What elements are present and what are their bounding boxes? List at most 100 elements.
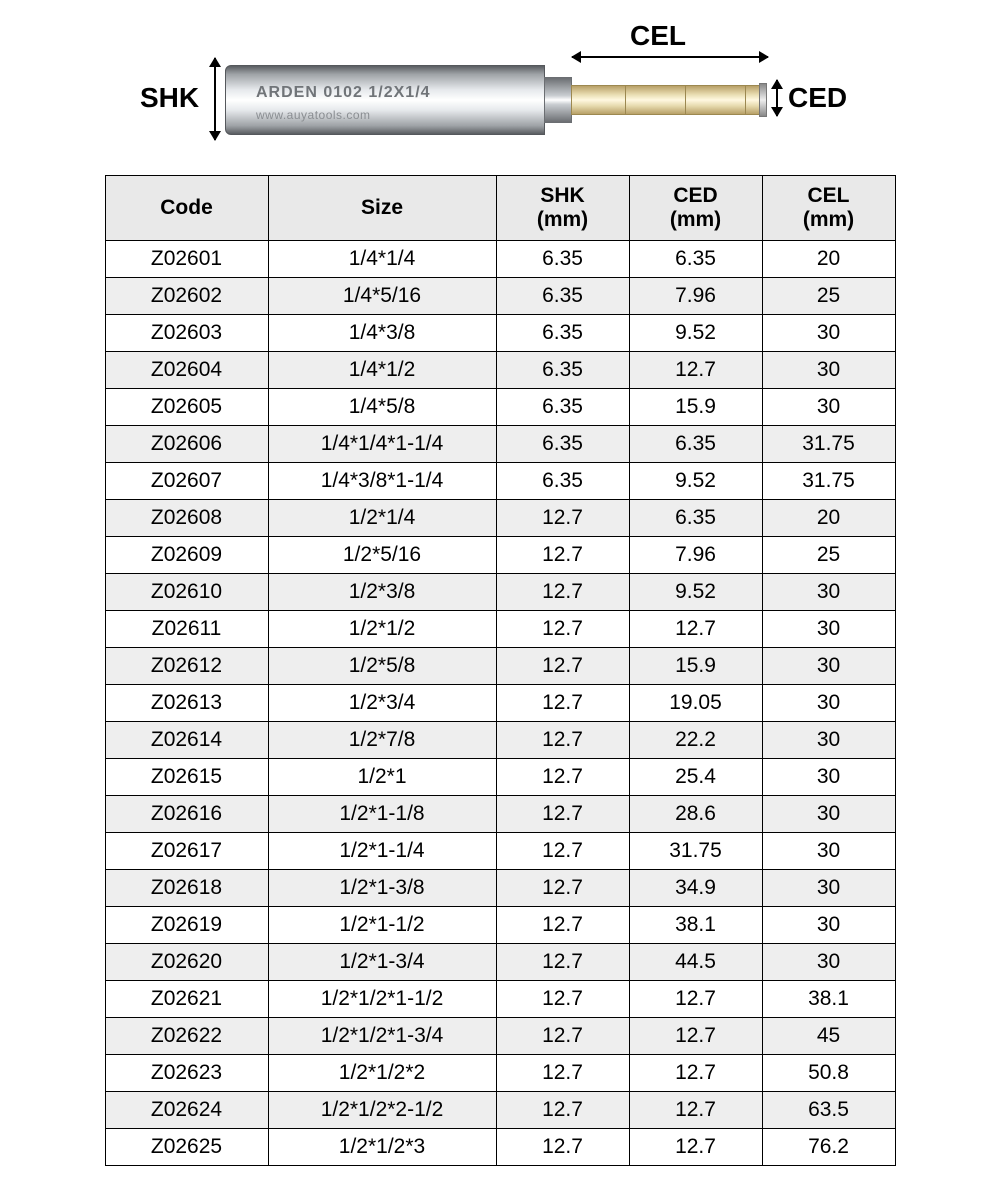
table-cell: 12.7 [496,944,629,981]
table-cell: 1/2*1-1/2 [268,907,496,944]
column-header: CED(mm) [629,176,762,241]
table-row: Z026081/2*1/412.76.3520 [105,500,895,537]
table-cell: 6.35 [629,426,762,463]
table-cell: 22.2 [629,722,762,759]
shk-arrow [214,58,216,140]
table-cell: 30 [762,574,895,611]
table-row: Z026011/4*1/46.356.3520 [105,241,895,278]
tool-cutter [571,85,761,115]
table-row: Z026241/2*1/2*2-1/212.712.763.5 [105,1092,895,1129]
table-row: Z026201/2*1-3/412.744.530 [105,944,895,981]
table-row: Z026231/2*1/2*212.712.750.8 [105,1055,895,1092]
table-cell: 20 [762,500,895,537]
table-cell: 19.05 [629,685,762,722]
table-cell: 7.96 [629,537,762,574]
table-cell: 7.96 [629,278,762,315]
table-cell: Z02608 [105,500,268,537]
table-row: Z026041/4*1/26.3512.730 [105,352,895,389]
table-row: Z026141/2*7/812.722.230 [105,722,895,759]
table-cell: 1/2*1/4 [268,500,496,537]
table-cell: 44.5 [629,944,762,981]
table-cell: 1/2*1/2 [268,611,496,648]
table-cell: 1/2*1/2*1-3/4 [268,1018,496,1055]
table-row: Z026221/2*1/2*1-3/412.712.745 [105,1018,895,1055]
table-cell: 25 [762,278,895,315]
table-cell: 12.7 [496,833,629,870]
table-cell: Z02606 [105,426,268,463]
table-row: Z026101/2*3/812.79.5230 [105,574,895,611]
table-cell: Z02616 [105,796,268,833]
table-cell: 12.7 [496,759,629,796]
table-cell: 12.7 [496,537,629,574]
cel-label: CEL [630,20,686,52]
table-cell: 12.7 [496,1092,629,1129]
table-cell: 9.52 [629,574,762,611]
shank-engraving-line2: www.auyatools.com [256,108,371,122]
table-cell: 12.7 [496,1129,629,1166]
table-cell: Z02612 [105,648,268,685]
table-cell: 12.7 [496,722,629,759]
table-cell: 1/4*1/2 [268,352,496,389]
table-row: Z026251/2*1/2*312.712.776.2 [105,1129,895,1166]
table-cell: 1/4*5/8 [268,389,496,426]
table-cell: 12.7 [629,1055,762,1092]
table-cell: Z02614 [105,722,268,759]
table-row: Z026071/4*3/8*1-1/46.359.5231.75 [105,463,895,500]
table-cell: 12.7 [496,500,629,537]
table-cell: Z02615 [105,759,268,796]
table-cell: 1/2*1-3/8 [268,870,496,907]
ruler-tick [625,85,626,115]
table-cell: 31.75 [629,833,762,870]
table-cell: 30 [762,315,895,352]
page: SHK CEL CED ARDEN 0102 1/2X1/4 www.auyat… [0,0,1000,1166]
table-cell: 12.7 [496,574,629,611]
table-header: CodeSizeSHK(mm)CED(mm)CEL(mm) [105,176,895,241]
table-cell: 15.9 [629,648,762,685]
table-cell: 15.9 [629,389,762,426]
ruler-tick [745,85,746,115]
table-cell: 12.7 [629,1129,762,1166]
table-row: Z026181/2*1-3/812.734.930 [105,870,895,907]
table-cell: 31.75 [762,463,895,500]
tool-neck [544,77,572,123]
column-header: SHK(mm) [496,176,629,241]
table-cell: 1/2*1-1/4 [268,833,496,870]
table-cell: 9.52 [629,315,762,352]
table-cell: Z02604 [105,352,268,389]
table-cell: 12.7 [496,1055,629,1092]
table-cell: 30 [762,685,895,722]
table-cell: Z02607 [105,463,268,500]
column-header: Code [105,176,268,241]
table-cell: 76.2 [762,1129,895,1166]
table-cell: 31.75 [762,426,895,463]
table-cell: Z02602 [105,278,268,315]
table-cell: 30 [762,722,895,759]
table-row: Z026171/2*1-1/412.731.7530 [105,833,895,870]
table-cell: 1/4*1/4*1-1/4 [268,426,496,463]
table-row: Z026031/4*3/86.359.5230 [105,315,895,352]
table-cell: Z02603 [105,315,268,352]
shk-label: SHK [140,82,199,114]
table-cell: 12.7 [629,352,762,389]
table-cell: 1/2*1/2*2-1/2 [268,1092,496,1129]
table-cell: 6.35 [496,389,629,426]
table-cell: 12.7 [496,611,629,648]
table-cell: Z02610 [105,574,268,611]
table-cell: Z02621 [105,981,268,1018]
table-cell: 30 [762,870,895,907]
table-cell: 38.1 [629,907,762,944]
table-cell: 12.7 [629,981,762,1018]
table-row: Z026161/2*1-1/812.728.630 [105,796,895,833]
table-cell: 34.9 [629,870,762,907]
ced-label: CED [788,82,847,114]
table-row: Z026121/2*5/812.715.930 [105,648,895,685]
tool-cutter-tip [759,83,767,117]
table-cell: 6.35 [496,426,629,463]
table-cell: 63.5 [762,1092,895,1129]
table-cell: 6.35 [629,241,762,278]
table-cell: 6.35 [629,500,762,537]
table-cell: 6.35 [496,352,629,389]
column-header: CEL(mm) [762,176,895,241]
table-cell: 1/2*1/2*1-1/2 [268,981,496,1018]
table-cell: Z02609 [105,537,268,574]
